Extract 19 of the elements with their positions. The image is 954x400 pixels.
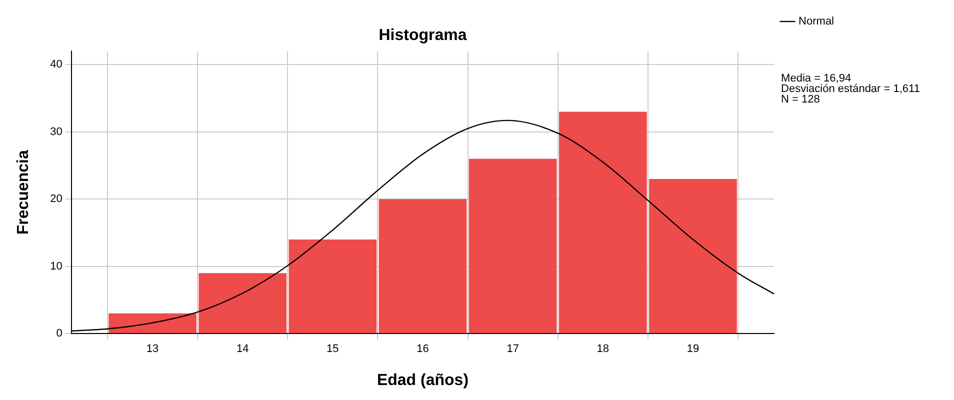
y-tick-label: 30: [50, 126, 62, 138]
y-tick-label: 10: [50, 260, 62, 272]
y-axis-title: Frecuencia: [15, 150, 32, 235]
x-tick-label: 16: [416, 343, 429, 356]
x-tick-label: 13: [146, 343, 159, 356]
x-tick-label: 18: [596, 343, 610, 356]
x-axis-title: Edad (años): [376, 372, 469, 389]
legend-label: Normal: [798, 16, 834, 28]
y-tick-label: 20: [50, 193, 62, 206]
x-tick-label: 19: [686, 343, 700, 356]
x-tick-label: 15: [326, 343, 339, 356]
text: Desviación estándar = 1,611: [781, 83, 920, 96]
x-tick-label: 14: [236, 343, 249, 356]
text: Media = 16,94: [781, 72, 852, 85]
chart-title: Histograma: [378, 27, 467, 44]
x-tick-label: 17: [506, 343, 519, 356]
y-tick-label: 40: [50, 58, 62, 71]
y-tick-label: 0: [56, 328, 62, 340]
text: N = 128: [781, 94, 820, 106]
